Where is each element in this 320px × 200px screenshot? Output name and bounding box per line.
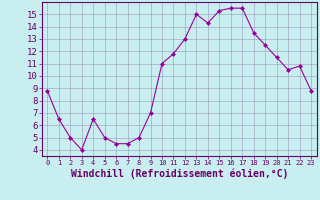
X-axis label: Windchill (Refroidissement éolien,°C): Windchill (Refroidissement éolien,°C) bbox=[70, 169, 288, 179]
